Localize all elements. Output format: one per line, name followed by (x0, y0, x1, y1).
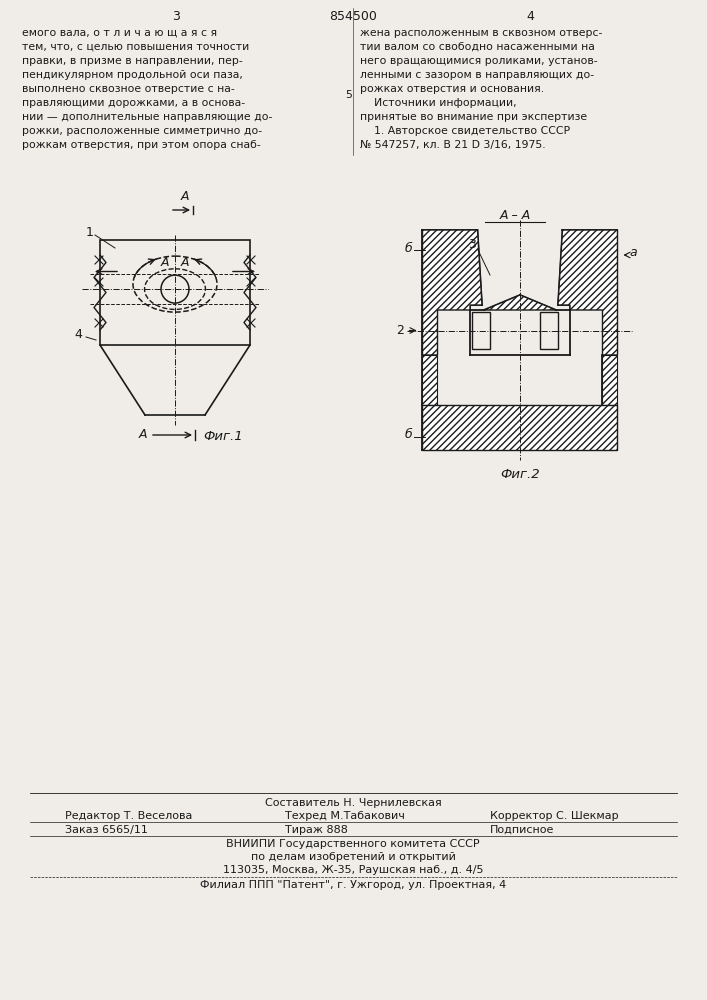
Polygon shape (558, 230, 617, 355)
Text: Корректор С. Шекмар: Корректор С. Шекмар (490, 811, 619, 821)
Text: Редактор Т. Веселова: Редактор Т. Веселова (65, 811, 192, 821)
Text: него вращающимися роликами, установ-: него вращающимися роликами, установ- (360, 56, 597, 66)
Bar (472, 312, 490, 349)
Text: A: A (181, 190, 189, 203)
Text: тии валом со свободно насаженными на: тии валом со свободно насаженными на (360, 42, 595, 52)
Polygon shape (423, 355, 438, 405)
Text: рожки, расположенные симметрично до-: рожки, расположенные симметрично до- (22, 126, 262, 136)
Text: 4: 4 (526, 10, 534, 23)
Text: правки, в призме в направлении, пер-: правки, в призме в направлении, пер- (22, 56, 243, 66)
Text: Источники информации,: Источники информации, (360, 98, 517, 108)
Text: рожках отверстия и основания.: рожках отверстия и основания. (360, 84, 544, 94)
Text: тем, что, с целью повышения точности: тем, что, с целью повышения точности (22, 42, 250, 52)
Text: 1: 1 (86, 226, 94, 238)
Polygon shape (602, 355, 617, 405)
Polygon shape (423, 405, 617, 450)
Text: Фиг.1: Фиг.1 (203, 430, 243, 442)
Text: A: A (160, 256, 169, 269)
Text: рожкам отверстия, при этом опора снаб-: рожкам отверстия, при этом опора снаб- (22, 140, 261, 150)
Text: 3: 3 (468, 238, 476, 251)
Text: a: a (629, 245, 637, 258)
Text: по делам изобретений и открытий: по делам изобретений и открытий (250, 852, 455, 862)
Text: б: б (404, 428, 412, 442)
Text: Техред М.Табакович: Техред М.Табакович (285, 811, 405, 821)
Polygon shape (484, 295, 556, 310)
Text: нии — дополнительные направляющие до-: нии — дополнительные направляющие до- (22, 112, 272, 122)
Text: ленными с зазором в направляющих до-: ленными с зазором в направляющих до- (360, 70, 594, 80)
Text: 3: 3 (172, 10, 180, 23)
Text: жена расположенным в сквозном отверс-: жена расположенным в сквозном отверс- (360, 28, 602, 38)
Text: Филиал ППП "Патент", г. Ужгород, ул. Проектная, 4: Филиал ППП "Патент", г. Ужгород, ул. Про… (200, 880, 506, 890)
Text: 1. Авторское свидетельство СССР: 1. Авторское свидетельство СССР (360, 126, 570, 136)
Text: Фиг.2: Фиг.2 (500, 468, 540, 481)
Text: 5: 5 (346, 90, 352, 100)
Text: 113035, Москва, Ж-35, Раушская наб., д. 4/5: 113035, Москва, Ж-35, Раушская наб., д. … (223, 865, 484, 875)
Text: 854500: 854500 (329, 10, 377, 23)
Text: № 547257, кл. В 21 D 3/16, 1975.: № 547257, кл. В 21 D 3/16, 1975. (360, 140, 546, 150)
Text: выполнено сквозное отверстие с на-: выполнено сквозное отверстие с на- (22, 84, 235, 94)
Text: 4: 4 (74, 328, 82, 342)
Text: A: A (181, 256, 189, 269)
Bar (100, 240, 250, 345)
Text: Заказ 6565/11: Заказ 6565/11 (65, 825, 148, 835)
Text: 2: 2 (397, 324, 404, 337)
Text: А – А: А – А (499, 209, 531, 222)
Polygon shape (423, 230, 482, 355)
Text: принятые во внимание при экспертизе: принятые во внимание при экспертизе (360, 112, 587, 122)
Text: б: б (404, 241, 412, 254)
Text: пендикулярном продольной оси паза,: пендикулярном продольной оси паза, (22, 70, 243, 80)
Text: емого вала, о т л и ч а ю щ а я с я: емого вала, о т л и ч а ю щ а я с я (22, 28, 217, 38)
Text: ВНИИПИ Государственного комитета СССР: ВНИИПИ Государственного комитета СССР (226, 839, 480, 849)
Text: Составитель Н. Чернилевская: Составитель Н. Чернилевская (264, 798, 441, 808)
Text: Тираж 888: Тираж 888 (285, 825, 348, 835)
Text: правляющими дорожками, а в основа-: правляющими дорожками, а в основа- (22, 98, 245, 108)
Text: Подписное: Подписное (490, 825, 554, 835)
Bar (540, 312, 558, 349)
Text: A: A (139, 428, 147, 442)
